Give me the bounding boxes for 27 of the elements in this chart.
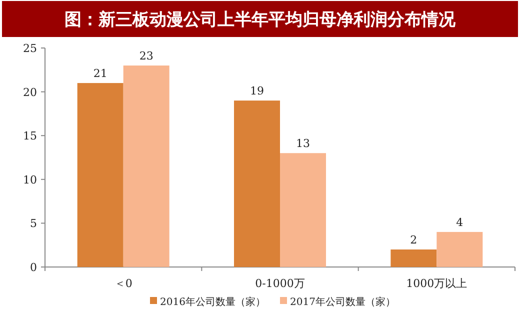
data-label: 19 (250, 84, 264, 98)
y-tick-label: 25 (23, 42, 37, 55)
bar (390, 249, 437, 267)
legend-item: 2017年公司数量（家） (280, 297, 396, 308)
x-tick-label: 1000万以上 (406, 277, 468, 290)
bar (436, 232, 483, 267)
data-label: 4 (456, 216, 464, 229)
y-tick-label: 5 (30, 217, 37, 230)
data-label: 21 (93, 67, 108, 80)
y-tick-label: 0 (30, 261, 37, 274)
data-label: 2 (410, 233, 418, 246)
y-tick-label: 15 (23, 130, 37, 143)
x-tick-label: ＜0 (114, 277, 132, 290)
bar (77, 83, 124, 267)
title: 图：新三板动漫公司上半年平均归母净利润分布情况 (2, 1, 518, 37)
bar (280, 153, 326, 267)
data-label: 13 (296, 137, 310, 150)
y-tick-label: 10 (23, 173, 37, 186)
bar (234, 100, 280, 267)
legend-label: 2016年公司数量（家） (160, 296, 266, 308)
chart-title: 图：新三板动漫公司上半年平均归母净利润分布情况 (64, 10, 456, 30)
legend-item: 2016年公司数量（家） (150, 297, 266, 308)
y-tick-label: 20 (23, 86, 37, 99)
data-label: 23 (139, 50, 154, 63)
legend-label: 2017年公司数量（家） (290, 296, 396, 308)
x-tick-label: 0-1000万 (255, 277, 305, 290)
bar (123, 66, 170, 267)
